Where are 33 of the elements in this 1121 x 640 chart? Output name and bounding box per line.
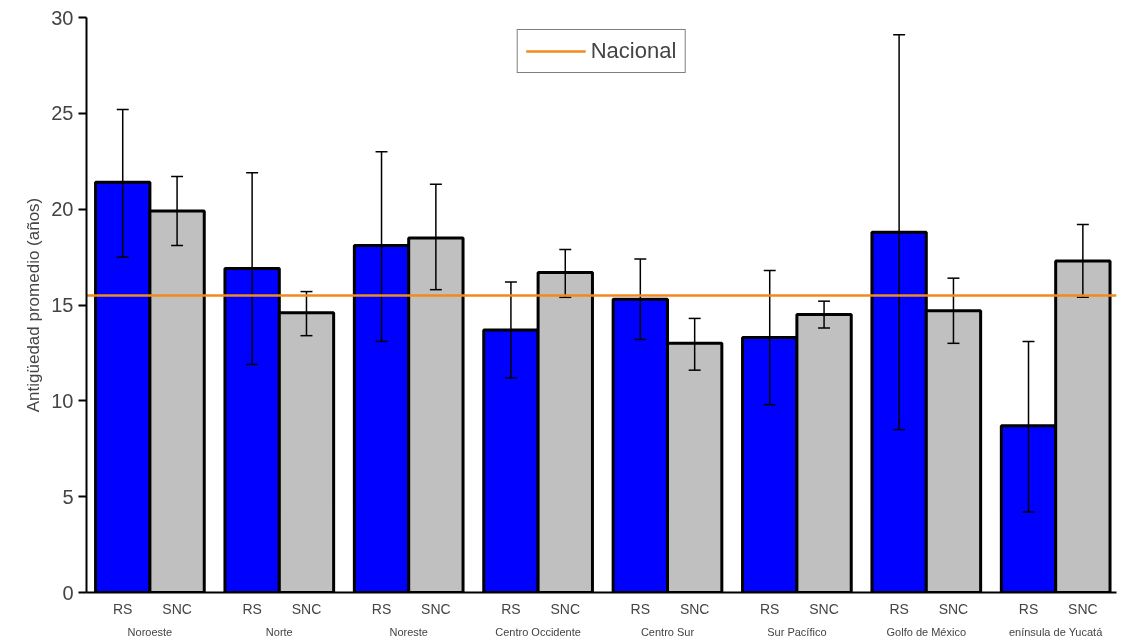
legend-label: Nacional — [590, 38, 677, 64]
x-tick-label: Norte — [265, 625, 293, 638]
x-tick-label: enínsula de Yucatá — [1008, 625, 1104, 638]
y-tick-label: 30 — [51, 6, 74, 29]
x-tick-label: Centro Occidente — [495, 625, 581, 638]
series-label: RS — [113, 600, 133, 617]
x-tick-label: Noroeste — [127, 625, 173, 638]
y-tick-label: 25 — [51, 102, 74, 125]
text: RS — [759, 600, 780, 617]
y-tick-label: 0 — [62, 581, 74, 604]
x-tick-label: Golfo de México — [886, 625, 967, 638]
x-tick-label: Centro Sur — [640, 625, 695, 638]
y-tick-label: 20 — [51, 198, 74, 221]
text: SNC — [421, 600, 451, 617]
text: RS — [889, 600, 909, 617]
text: SNC — [938, 600, 969, 617]
x-tick-label: Noreste — [389, 625, 428, 638]
x-tick-label: Sur Pacífico — [767, 625, 827, 638]
text: RS — [630, 600, 651, 617]
text: SNC — [291, 600, 322, 617]
y-tick-label: 15 — [51, 294, 74, 316]
text: RS — [1018, 600, 1039, 617]
y-tick-label: 10 — [51, 389, 74, 412]
text: SNC — [550, 600, 581, 617]
y-axis-title: Antigüedad promedio (años) — [24, 197, 44, 413]
y-tick-label: 5 — [62, 485, 74, 508]
text: RS — [501, 600, 521, 617]
series-label: SNC — [162, 600, 192, 617]
text: RS — [371, 600, 392, 617]
text: SNC — [679, 600, 710, 617]
text: RS — [242, 600, 262, 617]
text: SNC — [809, 600, 839, 617]
text: SNC — [1068, 600, 1098, 617]
